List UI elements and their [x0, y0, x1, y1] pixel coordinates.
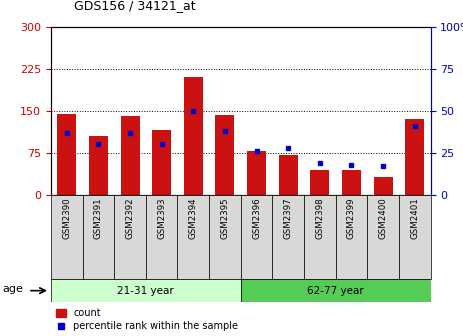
Bar — [51, 195, 82, 279]
Text: GSM2396: GSM2396 — [252, 198, 261, 239]
Bar — [342, 170, 361, 195]
Text: 62-77 year: 62-77 year — [307, 286, 364, 296]
Bar — [209, 195, 241, 279]
Bar — [272, 195, 304, 279]
Bar — [120, 117, 139, 195]
Bar — [82, 195, 114, 279]
Bar — [405, 119, 424, 195]
Text: GDS156 / 34121_at: GDS156 / 34121_at — [74, 0, 196, 12]
Bar — [279, 155, 298, 195]
Bar — [367, 195, 399, 279]
Bar — [146, 195, 177, 279]
Bar — [336, 195, 367, 279]
Bar — [51, 279, 241, 302]
Text: 21-31 year: 21-31 year — [118, 286, 174, 296]
Bar — [247, 151, 266, 195]
Bar — [114, 195, 146, 279]
Text: GSM2393: GSM2393 — [157, 198, 166, 239]
Bar — [177, 195, 209, 279]
Bar — [89, 136, 108, 195]
Text: age: age — [2, 284, 23, 294]
Text: GSM2398: GSM2398 — [315, 198, 325, 239]
Text: GSM2397: GSM2397 — [284, 198, 293, 239]
Legend: count, percentile rank within the sample: count, percentile rank within the sample — [56, 308, 238, 331]
Text: GSM2391: GSM2391 — [94, 198, 103, 239]
Bar — [152, 130, 171, 195]
Bar — [399, 195, 431, 279]
Bar — [215, 115, 234, 195]
Bar — [310, 170, 329, 195]
Text: GSM2395: GSM2395 — [220, 198, 230, 239]
Bar — [241, 279, 431, 302]
Text: GSM2400: GSM2400 — [379, 198, 388, 239]
Text: GSM2401: GSM2401 — [410, 198, 419, 239]
Text: GSM2390: GSM2390 — [62, 198, 71, 239]
Text: GSM2399: GSM2399 — [347, 198, 356, 239]
Text: GSM2394: GSM2394 — [189, 198, 198, 239]
Text: GSM2392: GSM2392 — [125, 198, 135, 239]
Bar — [184, 77, 203, 195]
Bar — [374, 177, 393, 195]
Bar — [304, 195, 336, 279]
Bar — [57, 114, 76, 195]
Bar — [241, 195, 272, 279]
